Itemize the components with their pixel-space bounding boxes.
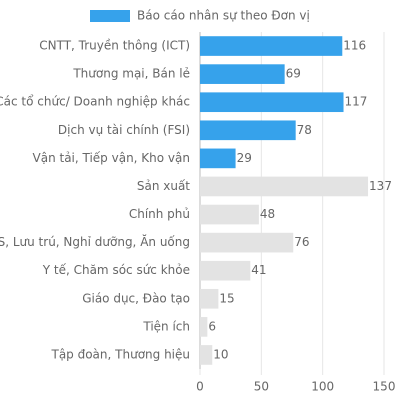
value-label: 48 <box>260 207 275 221</box>
y-tick-label: Chính phủ <box>129 207 190 221</box>
bar <box>200 176 369 197</box>
value-label: 137 <box>369 179 392 193</box>
y-tick-label: CNTT, Truyền thông (ICT) <box>39 39 190 53</box>
legend-label: Báo cáo nhân sự theo Đơn vị <box>137 9 310 23</box>
y-tick-label: Sản xuất <box>137 179 190 193</box>
y-tick-label: Thương mại, Bán lẻ <box>72 67 190 81</box>
y-tick-label: Dịch vụ tài chính (FSI) <box>58 123 190 137</box>
value-label: 117 <box>345 95 368 109</box>
bar <box>200 317 208 337</box>
value-label: 41 <box>251 263 266 277</box>
x-tick-label: 50 <box>254 380 269 394</box>
bar <box>200 204 259 225</box>
y-tick-label: Vận tải, Tiếp vận, Kho vận <box>33 151 191 165</box>
value-label: 76 <box>294 235 309 249</box>
bar <box>200 345 213 365</box>
bar <box>200 92 344 113</box>
y-tick-label: Các tổ chức/ Doanh nghiệp khác <box>0 95 190 109</box>
y-tick-label: S, Lưu trú, Nghỉ dưỡng, Ăn uống <box>0 234 190 249</box>
x-tick-label: 0 <box>196 380 204 394</box>
value-label: 10 <box>213 347 228 361</box>
bar <box>200 36 343 56</box>
value-label: 29 <box>237 151 252 165</box>
bar <box>200 120 296 141</box>
y-tick-label: Tiện ích <box>142 319 190 333</box>
bar <box>200 232 294 253</box>
y-tick-label: Tập đoàn, Thương hiệu <box>50 347 190 361</box>
x-tick-label: 100 <box>311 380 334 394</box>
value-label: 116 <box>343 39 366 53</box>
bar <box>200 260 251 281</box>
bar <box>200 288 219 309</box>
x-tick-label: 150 <box>373 380 396 394</box>
legend-swatch <box>90 10 130 22</box>
bar <box>200 148 236 169</box>
value-label: 69 <box>286 67 301 81</box>
y-tick-label: Giáo dục, Đào tạo <box>82 291 190 305</box>
value-label: 15 <box>219 291 234 305</box>
bar <box>200 64 285 84</box>
value-label: 6 <box>208 319 216 333</box>
value-label: 78 <box>297 123 312 137</box>
y-tick-label: Y tế, Chăm sóc sức khỏe <box>42 263 190 277</box>
